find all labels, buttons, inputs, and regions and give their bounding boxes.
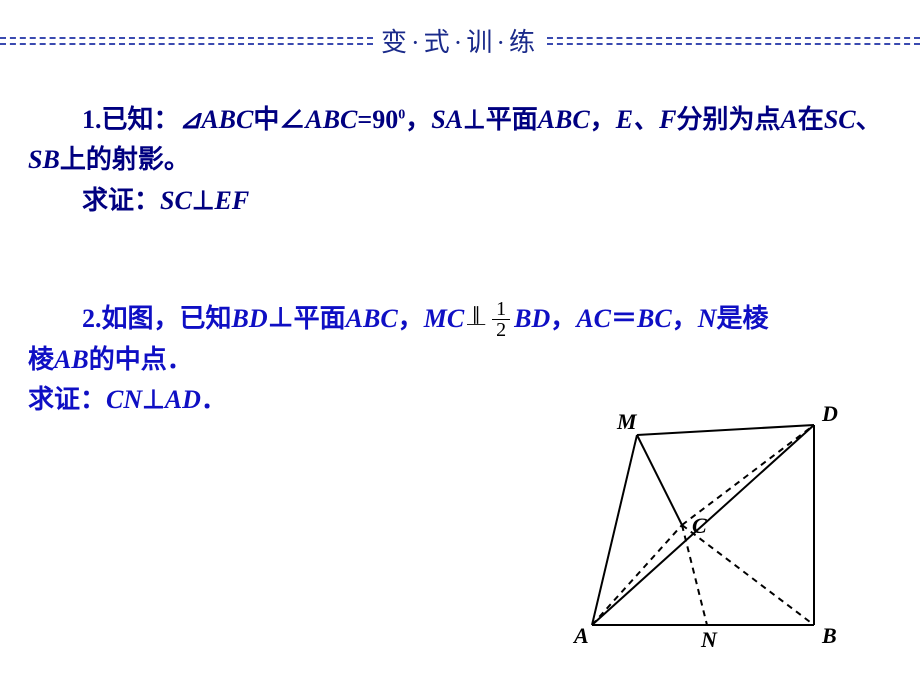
section-banner: 变·式·训·练 bbox=[0, 22, 920, 59]
p1-prove-perp: ⊥ bbox=[192, 186, 215, 215]
p2-prefix: 2.如图，已知 bbox=[82, 299, 232, 339]
frac-den: 2 bbox=[492, 320, 510, 340]
p2-period: ． bbox=[201, 385, 227, 414]
p2-ab: AB bbox=[54, 345, 89, 374]
p1-prove-sc: SC bbox=[160, 186, 192, 215]
p2-comma3: ， bbox=[672, 299, 698, 339]
fraction-half: 1 2 bbox=[492, 299, 510, 340]
p1-prefix: 1.已知： bbox=[82, 105, 180, 134]
p1-mid6: 、 bbox=[856, 105, 882, 134]
svg-text:M: M bbox=[616, 409, 638, 434]
p1-abc3: ABC bbox=[538, 105, 590, 134]
p1-sa: SA bbox=[431, 105, 463, 134]
p1-mid4: 分别为点 bbox=[676, 105, 780, 134]
svg-text:C: C bbox=[692, 513, 707, 538]
p2-ac: AC bbox=[576, 299, 611, 339]
p2-abc: ABC bbox=[346, 299, 398, 339]
p1-abc2: ABC bbox=[305, 105, 357, 134]
p1-mid1: 中∠ bbox=[253, 105, 305, 134]
p1-mid2: ， bbox=[405, 105, 431, 134]
p1-mid3: ， bbox=[590, 105, 616, 134]
p1-ef: E、F bbox=[616, 105, 677, 134]
p2-n: N bbox=[698, 299, 717, 339]
ps-bot: — bbox=[467, 319, 485, 328]
p2-bd2: BD bbox=[514, 299, 550, 339]
parallel-equal-symbol: ∥ — bbox=[467, 310, 485, 328]
svg-text:N: N bbox=[700, 627, 718, 652]
banner-title: 变·式·训·练 bbox=[381, 22, 539, 59]
p1-sb: SB bbox=[28, 145, 60, 174]
p1-perp-plane: ⊥平面 bbox=[463, 105, 538, 134]
p1-sc: SC bbox=[824, 105, 856, 134]
content-area: 1.已知：⊿ABC中∠ABC=900，SA⊥平面ABC，E、F分别为点A在SC、… bbox=[28, 100, 892, 420]
svg-text:B: B bbox=[821, 623, 837, 648]
p2-mc: MC bbox=[424, 299, 464, 339]
p1-mid5: 在 bbox=[798, 105, 824, 134]
p2-cn: CN bbox=[106, 385, 142, 414]
geometry-figure: M D C A N B bbox=[552, 395, 852, 655]
p2-prove-prefix: 求证： bbox=[28, 385, 106, 414]
p1-prove-ef: EF bbox=[214, 186, 249, 215]
p2-mid2: 的中点． bbox=[89, 345, 193, 374]
p2-bd: BD bbox=[232, 299, 268, 339]
p2-mid-cont: 棱 bbox=[28, 345, 54, 374]
p1-eq90: =90 bbox=[357, 105, 398, 134]
p2-comma1: ， bbox=[398, 299, 424, 339]
problem-1-prove: 求证：SC⊥EF bbox=[28, 181, 892, 221]
p2-mid: 是棱 bbox=[717, 299, 769, 339]
banner-dash-right bbox=[547, 37, 920, 45]
p1-a: A bbox=[780, 105, 797, 134]
problem-2-line1: 2.如图，已知BD⊥平面ABC， MC ∥ — 1 2 BD， AC＝BC， N… bbox=[82, 299, 892, 340]
problem-1-statement: 1.已知：⊿ABC中∠ABC=900，SA⊥平面ABC，E、F分别为点A在SC、… bbox=[28, 100, 892, 181]
p1-triangle: ⊿ bbox=[180, 105, 202, 134]
p2-comma2: ， bbox=[550, 299, 576, 339]
p2-bc: BC bbox=[637, 299, 672, 339]
p2-eq: ＝ bbox=[611, 299, 637, 339]
p1-abc1: ABC bbox=[201, 105, 253, 134]
svg-text:A: A bbox=[572, 623, 589, 648]
problem-2-line2: 棱AB的中点． bbox=[28, 340, 892, 380]
p2-perp2: ⊥ bbox=[142, 385, 165, 414]
p1-prove-prefix: 求证： bbox=[82, 186, 160, 215]
banner-dash-left bbox=[0, 37, 373, 45]
p1-mid7: 上的射影。 bbox=[60, 145, 190, 174]
p2-perp-plane: ⊥平面 bbox=[268, 299, 346, 339]
svg-text:D: D bbox=[821, 401, 838, 426]
p2-ad: AD bbox=[165, 385, 201, 414]
frac-num: 1 bbox=[492, 299, 510, 320]
